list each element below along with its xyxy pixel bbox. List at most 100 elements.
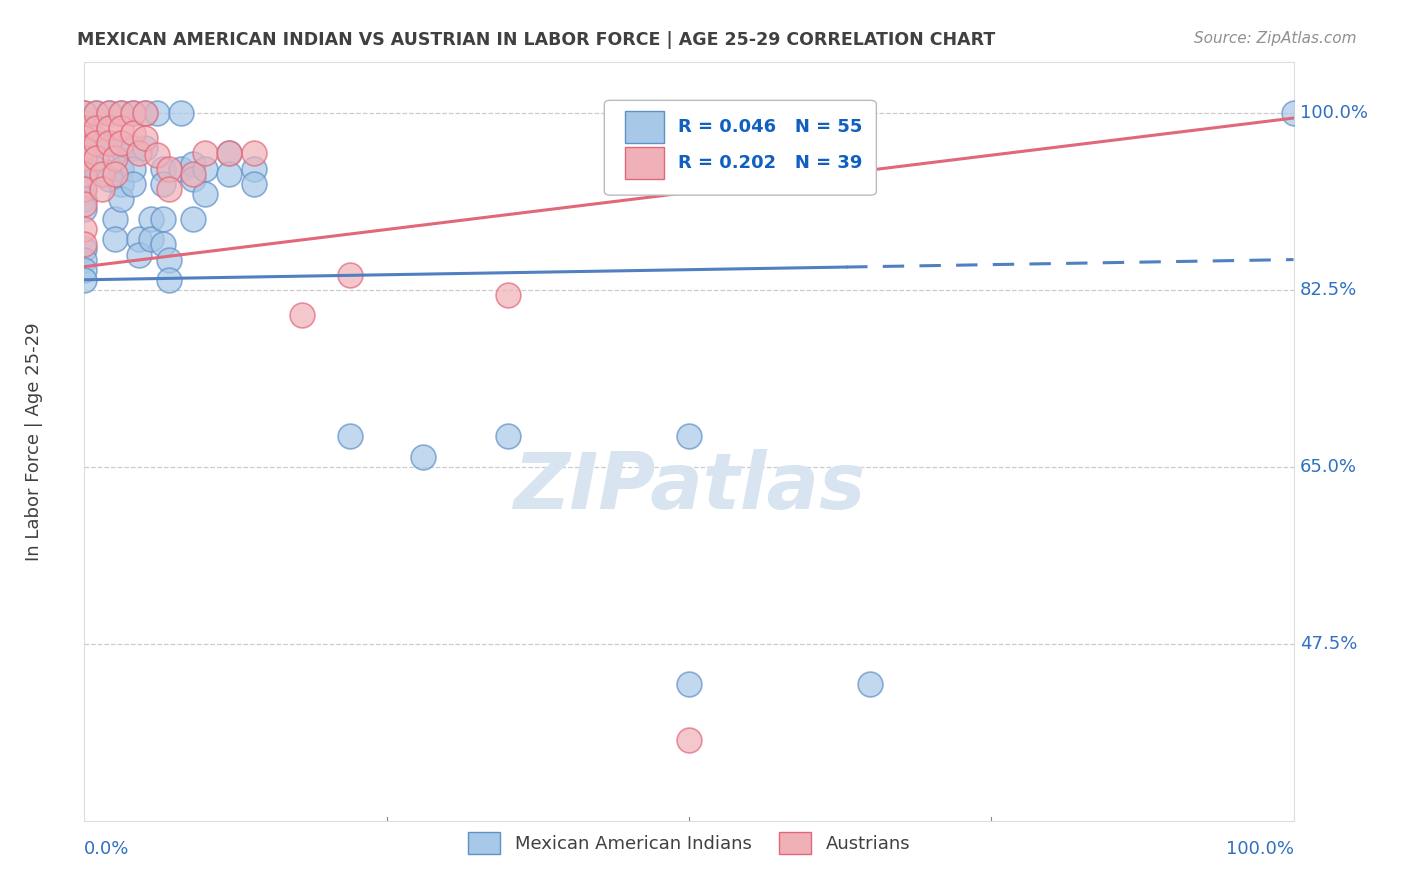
Point <box>291 308 314 322</box>
Point <box>104 167 127 181</box>
Point <box>242 177 264 191</box>
Point <box>128 232 150 246</box>
Text: Source: ZipAtlas.com: Source: ZipAtlas.com <box>1194 31 1357 46</box>
Point <box>1282 106 1305 120</box>
Point <box>121 126 143 140</box>
Point <box>194 161 217 176</box>
Point <box>97 106 120 120</box>
Point <box>339 268 361 282</box>
Point <box>412 450 434 464</box>
Point <box>73 141 96 155</box>
Point <box>218 146 240 161</box>
Point <box>139 212 162 227</box>
Point <box>97 136 120 151</box>
Point <box>73 161 96 176</box>
Point <box>194 146 217 161</box>
Text: 100.0%: 100.0% <box>1299 104 1368 122</box>
Point <box>139 232 162 246</box>
Point <box>73 222 96 236</box>
Point <box>678 732 700 747</box>
Text: 100.0%: 100.0% <box>1226 839 1294 857</box>
Point <box>110 136 132 151</box>
Point <box>110 141 132 155</box>
Point <box>152 177 174 191</box>
Point <box>128 146 150 161</box>
Point <box>73 237 96 252</box>
Point <box>152 161 174 176</box>
Point <box>157 273 180 287</box>
Bar <box>624 111 664 143</box>
Point <box>128 247 150 261</box>
Point <box>73 197 96 211</box>
Point <box>73 121 96 136</box>
Point <box>73 182 96 196</box>
Bar <box>624 147 664 179</box>
Point <box>134 106 156 120</box>
Point <box>134 106 156 120</box>
Text: ZIPatlas: ZIPatlas <box>513 449 865 525</box>
Point <box>218 167 240 181</box>
Point <box>134 141 156 155</box>
Point <box>97 141 120 155</box>
Text: MEXICAN AMERICAN INDIAN VS AUSTRIAN IN LABOR FORCE | AGE 25-29 CORRELATION CHART: MEXICAN AMERICAN INDIAN VS AUSTRIAN IN L… <box>77 31 995 49</box>
FancyBboxPatch shape <box>605 101 876 195</box>
Point <box>170 161 193 176</box>
Text: 65.0%: 65.0% <box>1299 458 1357 475</box>
Point <box>121 141 143 155</box>
Point <box>181 156 204 170</box>
Text: R = 0.202   N = 39: R = 0.202 N = 39 <box>678 154 862 172</box>
Point <box>73 131 96 145</box>
Point <box>678 677 700 691</box>
Point <box>104 232 127 246</box>
Point <box>86 152 108 166</box>
Point <box>242 146 264 161</box>
Point <box>242 161 264 176</box>
Point <box>86 131 108 145</box>
Point <box>194 186 217 201</box>
Text: In Labor Force | Age 25-29: In Labor Force | Age 25-29 <box>24 322 42 561</box>
Point <box>91 182 114 196</box>
Point <box>73 167 96 181</box>
Point <box>181 171 204 186</box>
Point <box>110 106 132 120</box>
Point <box>73 182 96 196</box>
Point <box>73 202 96 216</box>
Point <box>157 252 180 267</box>
Point <box>121 106 143 120</box>
Point <box>121 161 143 176</box>
Point <box>181 167 204 181</box>
Point <box>86 106 108 120</box>
Text: R = 0.046   N = 55: R = 0.046 N = 55 <box>678 118 862 136</box>
Point <box>86 106 108 120</box>
Point <box>152 212 174 227</box>
Point <box>218 146 240 161</box>
Point <box>97 121 120 136</box>
Point <box>110 106 132 120</box>
Point <box>859 677 882 691</box>
Point <box>152 237 174 252</box>
Point <box>86 161 108 176</box>
Point <box>110 177 132 191</box>
Point <box>86 136 108 151</box>
Text: 82.5%: 82.5% <box>1299 281 1357 299</box>
Point <box>170 106 193 120</box>
Point <box>146 106 169 120</box>
Point <box>73 262 96 277</box>
Point <box>181 212 204 227</box>
Point <box>73 273 96 287</box>
Point <box>110 192 132 206</box>
Point <box>73 131 96 145</box>
Point <box>157 182 180 196</box>
Point <box>496 288 519 302</box>
Point <box>73 152 96 166</box>
Point <box>86 121 108 136</box>
Point <box>121 106 143 120</box>
Text: 47.5%: 47.5% <box>1299 635 1357 653</box>
Legend: Mexican American Indians, Austrians: Mexican American Indians, Austrians <box>461 824 917 861</box>
Point <box>339 429 361 443</box>
Point <box>73 171 96 186</box>
Point <box>97 106 120 120</box>
Point <box>496 429 519 443</box>
Point <box>157 161 180 176</box>
Point <box>73 192 96 206</box>
